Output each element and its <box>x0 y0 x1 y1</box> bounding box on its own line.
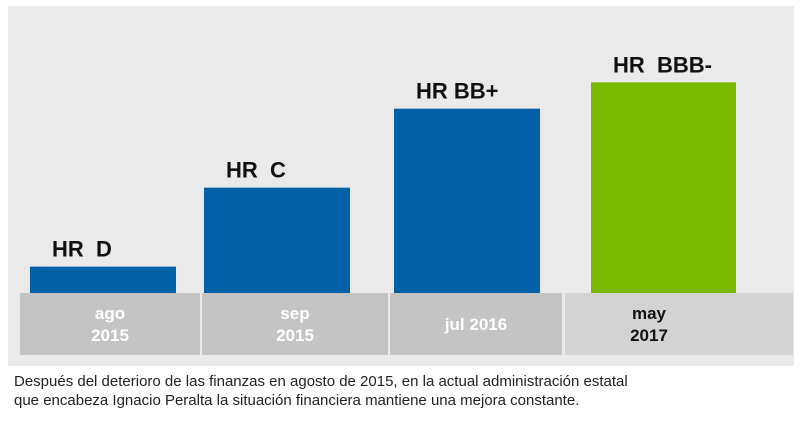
category-band <box>20 293 200 355</box>
category-band <box>390 293 562 355</box>
category-label: 2015 <box>91 326 129 345</box>
caption-line-2: que encabeza Ignacio Peralta la situació… <box>14 392 580 409</box>
category-label: ago <box>95 304 125 323</box>
category-label: jul 2016 <box>444 315 507 334</box>
bar <box>30 266 176 293</box>
chart-panel: HR D ago 2015 HR C sep 2015 HR BB+ jul 2016 HR B… <box>8 6 794 366</box>
bar-chart: HR D ago 2015 HR C sep 2015 HR BB+ jul 2016 HR B… <box>20 52 793 355</box>
category-label: 2015 <box>276 326 314 345</box>
bar-label: HR BBB- <box>613 52 712 77</box>
category-band <box>202 293 388 355</box>
bar <box>591 82 736 293</box>
category-label: sep <box>280 304 309 323</box>
bar-label: HR D <box>52 237 112 262</box>
bar-label: HR C <box>226 158 286 183</box>
bar <box>394 108 540 294</box>
category-label: may <box>632 304 667 323</box>
bar-label: HR BB+ <box>416 79 499 104</box>
category-band <box>565 293 793 355</box>
caption-line-1: Después del deterioro de las finanzas en… <box>14 373 628 390</box>
caption: Después del deterioro de las finanzas en… <box>14 372 794 410</box>
category-label: 2017 <box>630 326 668 345</box>
bar <box>204 187 350 293</box>
